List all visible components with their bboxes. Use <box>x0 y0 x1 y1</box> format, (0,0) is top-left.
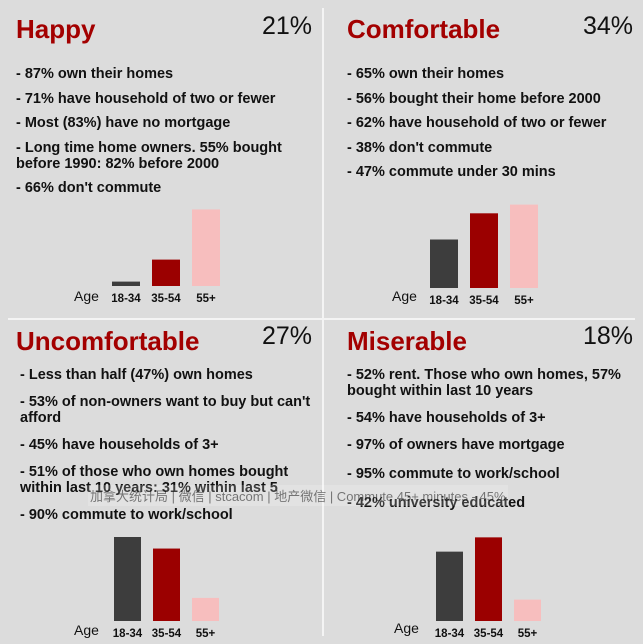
quadrant-share: 27% <box>261 322 312 350</box>
tick-label: 35-54 <box>469 295 499 307</box>
bullet-item: - 56% bought their home before 2000 <box>347 90 601 107</box>
bullet-item: - 87% own their homes <box>16 66 174 82</box>
tick-label: 35-54 <box>474 628 504 640</box>
quadrant-title: Miserable <box>347 326 467 356</box>
bullet-item: - 95% commute to work/school <box>347 466 560 482</box>
bar-chart-svg: 18-34 35-54 55+ <box>435 537 541 640</box>
bullet-list: - 87% own their homes - 71% have househo… <box>16 66 318 205</box>
bullet-item: - 51% of those who own homes bought with… <box>20 464 289 496</box>
tick-label: 35-54 <box>151 293 181 305</box>
quadrant-uncomfortable: Uncomfortable 27% - Less than half (47%)… <box>0 322 322 644</box>
quadrant-title: Uncomfortable <box>16 326 200 356</box>
bar-18-34 <box>430 239 458 288</box>
tick-label: 18-34 <box>435 628 465 640</box>
bullet-item: - 71% have household of two or fewer <box>16 90 276 107</box>
bullet-item: - 66% don't commute <box>16 180 162 196</box>
bar-35-54 <box>470 213 498 288</box>
bullet-item: - 47% commute under 30 mins <box>347 164 556 180</box>
tick-label: 55+ <box>196 628 216 640</box>
bar-55+ <box>514 599 541 621</box>
quadrant-share: 18% <box>582 322 633 350</box>
bullet-item: - Long time home owners. 55% bought befo… <box>16 139 282 172</box>
bullet-item: - 90% commute to work/school <box>20 507 233 523</box>
bullet-item: - 53% of non-owners want to buy but can'… <box>20 394 311 426</box>
bar-35-54 <box>152 259 180 286</box>
tick-label: 18-34 <box>429 295 459 307</box>
bar-55+ <box>510 204 538 288</box>
quadrant-happy: Happy 21% - 87% own their homes - 71% ha… <box>0 0 322 322</box>
tick-label: 55+ <box>196 293 216 305</box>
bar-18-34 <box>436 551 463 621</box>
tick-label: 55+ <box>518 628 538 640</box>
bar-chart-svg: 18-34 35-54 55+ <box>111 209 220 305</box>
quadrant-title: Happy <box>16 14 96 44</box>
quadrant-comfortable: Comfortable 34% - 65% own their homes - … <box>322 0 643 322</box>
quadrant-miserable: Miserable 18% - 52% rent. Those who own … <box>322 322 643 644</box>
bar-55+ <box>192 597 219 621</box>
bullet-item: - 52% rent. Those who own homes, 57% bou… <box>347 367 621 399</box>
age-axis-label: Age <box>74 288 99 304</box>
bullet-list: - 65% own their homes - 56% bought their… <box>347 66 639 189</box>
bar-chart-svg: 18-34 35-54 55+ <box>429 204 538 307</box>
tick-label: 18-34 <box>111 293 141 305</box>
tick-label: 35-54 <box>152 628 182 640</box>
bar-55+ <box>192 209 220 286</box>
age-axis-label: Age <box>394 620 419 636</box>
bullet-item: - 42% university educated <box>347 495 526 511</box>
bullet-item: - 65% own their homes <box>347 66 505 82</box>
age-axis-label: Age <box>74 622 99 638</box>
quadrant-title: Comfortable <box>347 14 501 44</box>
bullet-list: - Less than half (47%) own homes - 53% o… <box>20 367 318 532</box>
quadrant-share: 34% <box>582 12 633 40</box>
watermark: 加拿大统计局 | 微信 | stcacom | 地产微信 | Commute 4… <box>88 485 508 506</box>
bar-18-34 <box>114 537 141 621</box>
bar-35-54 <box>475 537 502 621</box>
bar-18-34 <box>112 281 140 286</box>
bullet-item: - 38% don't commute <box>347 139 493 156</box>
bar-chart-svg: 18-34 35-54 55+ <box>113 537 219 640</box>
bullet-list: - 52% rent. Those who own homes, 57% bou… <box>347 367 639 520</box>
bullet-item: - 97% of owners have mortgage <box>347 437 565 453</box>
bullet-item: - 54% have households of 3+ <box>347 410 546 426</box>
vertical-divider <box>322 8 324 636</box>
bullet-item: - 45% have households of 3+ <box>20 437 219 453</box>
quadrant-share: 21% <box>261 12 312 40</box>
age-axis-label: Age <box>392 288 417 304</box>
bullet-item: - Most (83%) have no mortgage <box>16 115 231 131</box>
tick-label: 55+ <box>514 295 534 307</box>
tick-label: 18-34 <box>113 628 143 640</box>
bar-35-54 <box>153 548 180 621</box>
bullet-item: - Less than half (47%) own homes <box>20 367 253 383</box>
bullet-item: - 62% have household of two or fewer <box>347 115 607 131</box>
horizontal-divider <box>8 318 635 320</box>
